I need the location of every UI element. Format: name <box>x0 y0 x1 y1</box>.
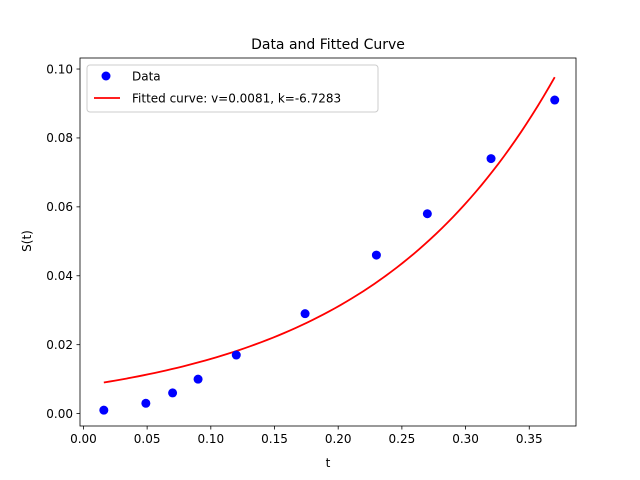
data-point <box>99 405 109 415</box>
legend-label-fitted-curve: Fitted curve: v=0.0081, k=-6.7283 <box>132 92 341 106</box>
legend-box <box>86 64 379 113</box>
y-axis: 0.00 0.02 0.04 0.06 0.08 0.10 <box>46 62 80 421</box>
chart-title: Data and Fitted Curve <box>251 37 405 53</box>
legend: Data Fitted curve: v=0.0081, k=-6.7283 <box>86 64 379 113</box>
data-point <box>168 388 178 398</box>
data-point <box>231 350 241 360</box>
fitted-curve-layer <box>103 76 556 384</box>
x-axis: 0.00 0.05 0.10 0.15 0.20 0.25 0.30 0.35 <box>70 426 543 446</box>
x-tick-label: 0.25 <box>389 432 416 446</box>
x-tick-label: 0.10 <box>197 432 224 446</box>
fitted-curve-line <box>103 76 556 384</box>
data-point <box>300 309 310 319</box>
data-point <box>422 209 432 219</box>
x-tick-label: 0.20 <box>325 432 352 446</box>
axes-frame <box>79 57 577 427</box>
y-axis-label: S(t) <box>20 230 34 252</box>
y-tick-label: 0.08 <box>46 131 73 145</box>
legend-label-data: Data <box>132 70 161 84</box>
x-tick-label: 0.35 <box>516 432 543 446</box>
x-tick-label: 0.00 <box>70 432 97 446</box>
legend-marker-data <box>101 71 111 81</box>
data-point <box>141 398 151 408</box>
x-axis-label: t <box>326 456 331 470</box>
data-points-layer <box>99 95 560 415</box>
data-point <box>371 250 381 260</box>
y-tick-label: 0.10 <box>46 62 73 76</box>
data-point <box>486 154 496 164</box>
data-point <box>193 374 203 384</box>
x-tick-label: 0.30 <box>452 432 479 446</box>
y-tick-label: 0.06 <box>46 200 73 214</box>
data-point <box>550 95 560 105</box>
x-tick-label: 0.15 <box>261 432 288 446</box>
y-tick-label: 0.04 <box>46 269 73 283</box>
plot-area <box>79 57 577 427</box>
x-tick-label: 0.05 <box>134 432 161 446</box>
y-tick-label: 0.00 <box>46 407 73 421</box>
y-tick-label: 0.02 <box>46 338 73 352</box>
